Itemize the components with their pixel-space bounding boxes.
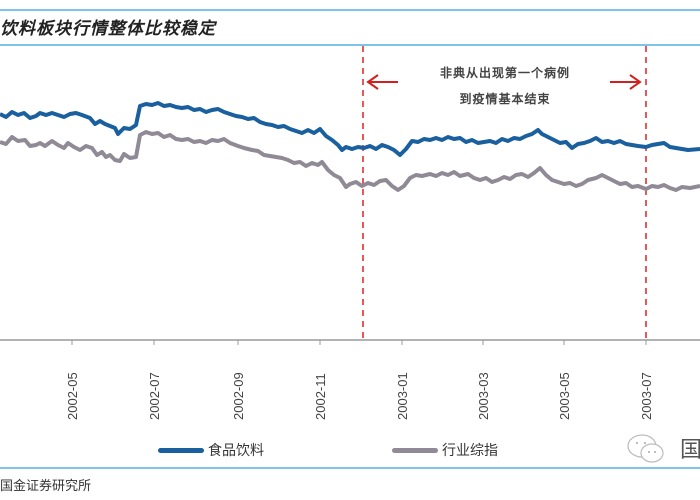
legend-label-food-beverage: 食品饮料 [208, 443, 264, 459]
bottom-rule [0, 467, 700, 469]
title-rule [0, 44, 700, 46]
legend-swatch-food-beverage [158, 447, 204, 453]
series-market-index-line [0, 130, 700, 192]
line-chart: 2002-05 2002-07 2002-09 2002-11 2003-01 2003-… [0, 46, 700, 420]
legend-item-food-beverage: 食品饮料 [158, 440, 264, 460]
top-rule [0, 9, 700, 11]
source-note: 国金证券研究所 [0, 479, 92, 494]
wechat-watermark-icon [627, 434, 664, 463]
x-tick-label: 2003-05 [557, 372, 572, 420]
legend-label-market-index: 行业综指 [442, 443, 498, 459]
series-food-beverage-line [0, 101, 700, 157]
x-axis-ticks: 2002-05 2002-07 2002-09 2002-11 2003-01 2003-… [65, 340, 654, 420]
x-tick-label: 2003-03 [476, 372, 491, 420]
x-tick-label: 2003-01 [395, 372, 410, 420]
arrow-right-icon [610, 74, 642, 90]
x-tick-label: 2002-09 [231, 372, 246, 420]
legend-swatch-market-index [392, 447, 438, 453]
chart-title: 饮料板块行情整体比较稳定 [0, 19, 216, 39]
annotation-line2: 到疫情基本结束 [459, 91, 550, 106]
arrow-left-icon [366, 74, 398, 90]
legend-item-market-index: 行业综指 [392, 440, 498, 460]
watermark-text: 国 [680, 438, 700, 463]
x-tick-label: 2003-07 [639, 372, 654, 420]
x-tick-label: 2002-11 [313, 373, 328, 420]
x-tick-label: 2002-05 [65, 372, 80, 420]
annotation-line1: 非典从出现第一个病例 [440, 65, 570, 80]
x-tick-label: 2002-07 [147, 372, 162, 420]
